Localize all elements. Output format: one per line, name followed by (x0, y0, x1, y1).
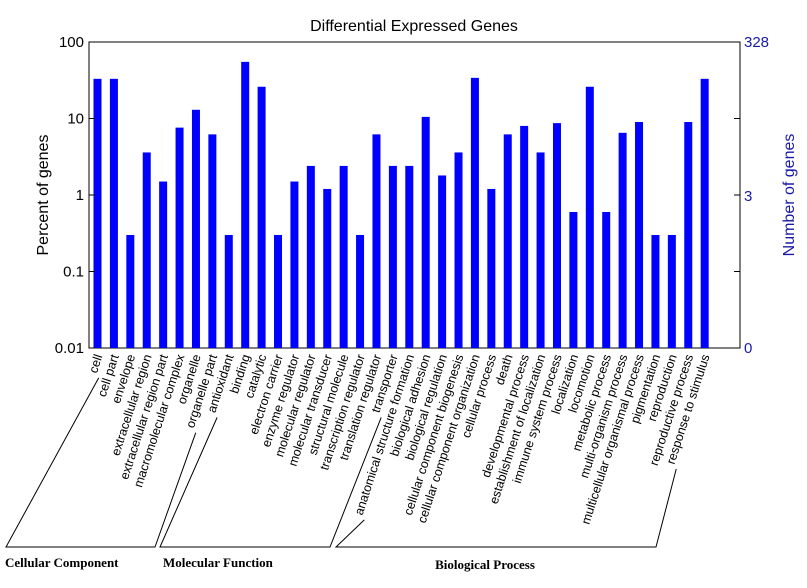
bar-10 (257, 86, 266, 348)
bar-24 (487, 188, 496, 348)
bar-30 (585, 86, 594, 348)
group-label: Biological Process (435, 557, 535, 572)
bar-22 (454, 152, 463, 348)
y-tick-label: 1 (76, 187, 84, 204)
bar-34 (651, 235, 660, 348)
bar-2 (126, 235, 135, 348)
y-tick-label: 10 (67, 111, 84, 128)
bar-31 (602, 211, 611, 348)
group-brackets: Cellular Component Molecular Function Biol… (5, 377, 677, 572)
bar-29 (569, 211, 578, 348)
y2-tick-label: 328 (744, 34, 769, 51)
bar-26 (520, 125, 529, 348)
bar-36 (684, 122, 693, 348)
bar-1 (109, 78, 118, 348)
bar-0 (93, 78, 102, 348)
bar-16 (356, 235, 365, 348)
x-tick-label: cell (86, 353, 105, 375)
y-axis-label: Percent of genes (35, 135, 52, 256)
bar-3 (142, 152, 151, 348)
bar-33 (635, 122, 644, 348)
y-ticks: 0.01 0.1 1 10 100 (55, 34, 740, 357)
y-tick-label: 100 (59, 34, 84, 51)
bar-37 (700, 78, 709, 348)
bar-13 (306, 165, 315, 348)
bar-19 (405, 165, 414, 348)
bars (93, 61, 709, 349)
y2-ticks: 0 3 328 (744, 34, 769, 357)
bar-35 (667, 235, 676, 348)
bar-5 (175, 127, 184, 349)
bar-23 (470, 77, 479, 348)
group-label: Cellular Component (5, 555, 119, 570)
bar-32 (618, 132, 627, 348)
bar-11 (274, 235, 283, 348)
bar-7 (208, 134, 217, 348)
group-bracket (334, 468, 677, 548)
y-tick-label: 0.01 (55, 340, 84, 357)
y2-axis-label: Number of genes (781, 134, 798, 257)
bar-20 (421, 116, 430, 348)
y2-tick-label: 3 (744, 188, 752, 205)
bar-9 (241, 61, 250, 349)
bar-18 (388, 165, 397, 348)
bar-12 (290, 181, 299, 348)
bar-17 (372, 134, 381, 348)
chart-title: Differential Expressed Genes (310, 18, 518, 35)
group-bracket (159, 417, 382, 548)
bar-25 (503, 134, 512, 348)
group-bracket (5, 377, 197, 548)
bar-21 (438, 175, 447, 348)
bar-14 (323, 188, 332, 348)
bar-15 (339, 165, 348, 348)
bar-8 (224, 235, 233, 348)
bar-28 (552, 123, 561, 348)
bar-27 (536, 152, 545, 348)
group-label: Molecular Function (163, 555, 274, 570)
y2-tick-label: 0 (744, 340, 752, 357)
y-tick-label: 0.1 (63, 264, 84, 281)
bar-6 (191, 109, 200, 348)
bar-4 (159, 181, 168, 348)
